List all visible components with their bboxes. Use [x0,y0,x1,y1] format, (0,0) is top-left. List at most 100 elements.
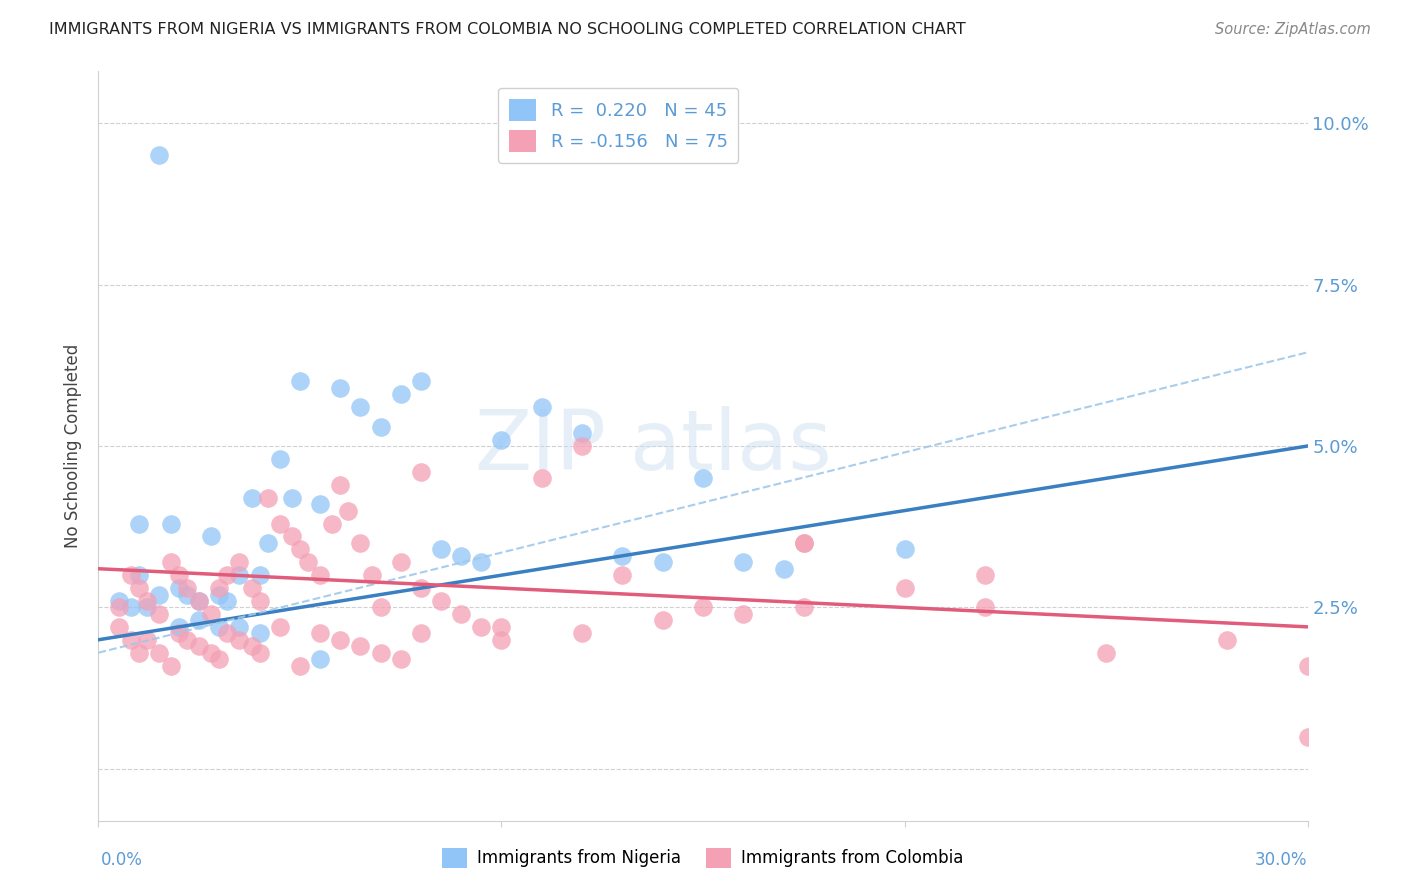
Point [217,568,239,582]
Point [309,626,332,640]
Point [269,620,291,634]
Legend: R =  0.220   N = 45, R = -0.156   N = 75: R = 0.220 N = 45, R = -0.156 N = 75 [498,88,738,162]
Point [329,381,352,395]
Point [228,632,250,647]
Point [167,626,190,640]
Point [793,536,815,550]
Point [176,588,198,602]
Point [450,549,472,563]
Point [288,375,311,389]
Point [793,536,815,550]
Point [309,652,332,666]
Point [651,555,673,569]
Point [281,491,304,505]
Point [530,401,553,415]
Point [409,581,432,595]
Point [389,555,412,569]
Point [491,433,513,447]
Point [893,581,915,595]
Point [120,568,142,582]
Point [249,626,271,640]
Point [249,646,271,660]
Point [120,632,142,647]
Point [176,632,198,647]
Point [288,542,311,557]
Point [612,568,634,582]
Point [107,600,129,615]
Point [188,594,211,608]
Point [389,652,412,666]
Point [1095,646,1118,660]
Point [256,536,278,550]
Point [692,471,714,485]
Point [240,581,263,595]
Point [409,465,432,479]
Point [772,562,794,576]
Point [228,620,250,634]
Point [974,600,997,615]
Point [167,620,190,634]
Legend: Immigrants from Nigeria, Immigrants from Colombia: Immigrants from Nigeria, Immigrants from… [436,841,970,875]
Point [200,529,222,543]
Point [148,588,170,602]
Point [329,477,352,491]
Point [208,652,231,666]
Point [793,600,815,615]
Point [128,516,150,531]
Point [450,607,472,621]
Point [160,555,183,569]
Point [160,658,183,673]
Point [107,620,129,634]
Point [530,471,553,485]
Point [160,516,183,531]
Point [240,491,263,505]
Point [148,607,170,621]
Point [200,607,222,621]
Point [571,626,593,640]
Point [349,639,371,653]
Point [409,626,432,640]
Text: ZIP: ZIP [474,406,606,486]
Text: atlas: atlas [630,406,832,486]
Point [571,439,593,453]
Point [120,600,142,615]
Point [208,620,231,634]
Point [349,536,371,550]
Point [470,555,492,569]
Point [491,632,513,647]
Point [692,600,714,615]
Point [337,503,360,517]
Point [1296,658,1319,673]
Point [288,658,311,673]
Point [470,620,492,634]
Point [329,632,352,647]
Point [128,646,150,660]
Point [349,401,371,415]
Point [208,581,231,595]
Text: 0.0%: 0.0% [101,851,143,869]
Point [370,646,392,660]
Point [208,588,231,602]
Point [148,148,170,162]
Point [228,555,250,569]
Point [269,451,291,466]
Point [361,568,384,582]
Point [107,594,129,608]
Point [249,594,271,608]
Point [1296,730,1319,744]
Point [612,549,634,563]
Point [309,497,332,511]
Point [370,419,392,434]
Point [217,626,239,640]
Text: IMMIGRANTS FROM NIGERIA VS IMMIGRANTS FROM COLOMBIA NO SCHOOLING COMPLETED CORRE: IMMIGRANTS FROM NIGERIA VS IMMIGRANTS FR… [49,22,966,37]
Point [309,568,332,582]
Point [733,555,755,569]
Point [430,542,453,557]
Point [491,620,513,634]
Point [974,568,997,582]
Point [128,581,150,595]
Point [297,555,319,569]
Point [228,568,250,582]
Point [128,568,150,582]
Point [240,639,263,653]
